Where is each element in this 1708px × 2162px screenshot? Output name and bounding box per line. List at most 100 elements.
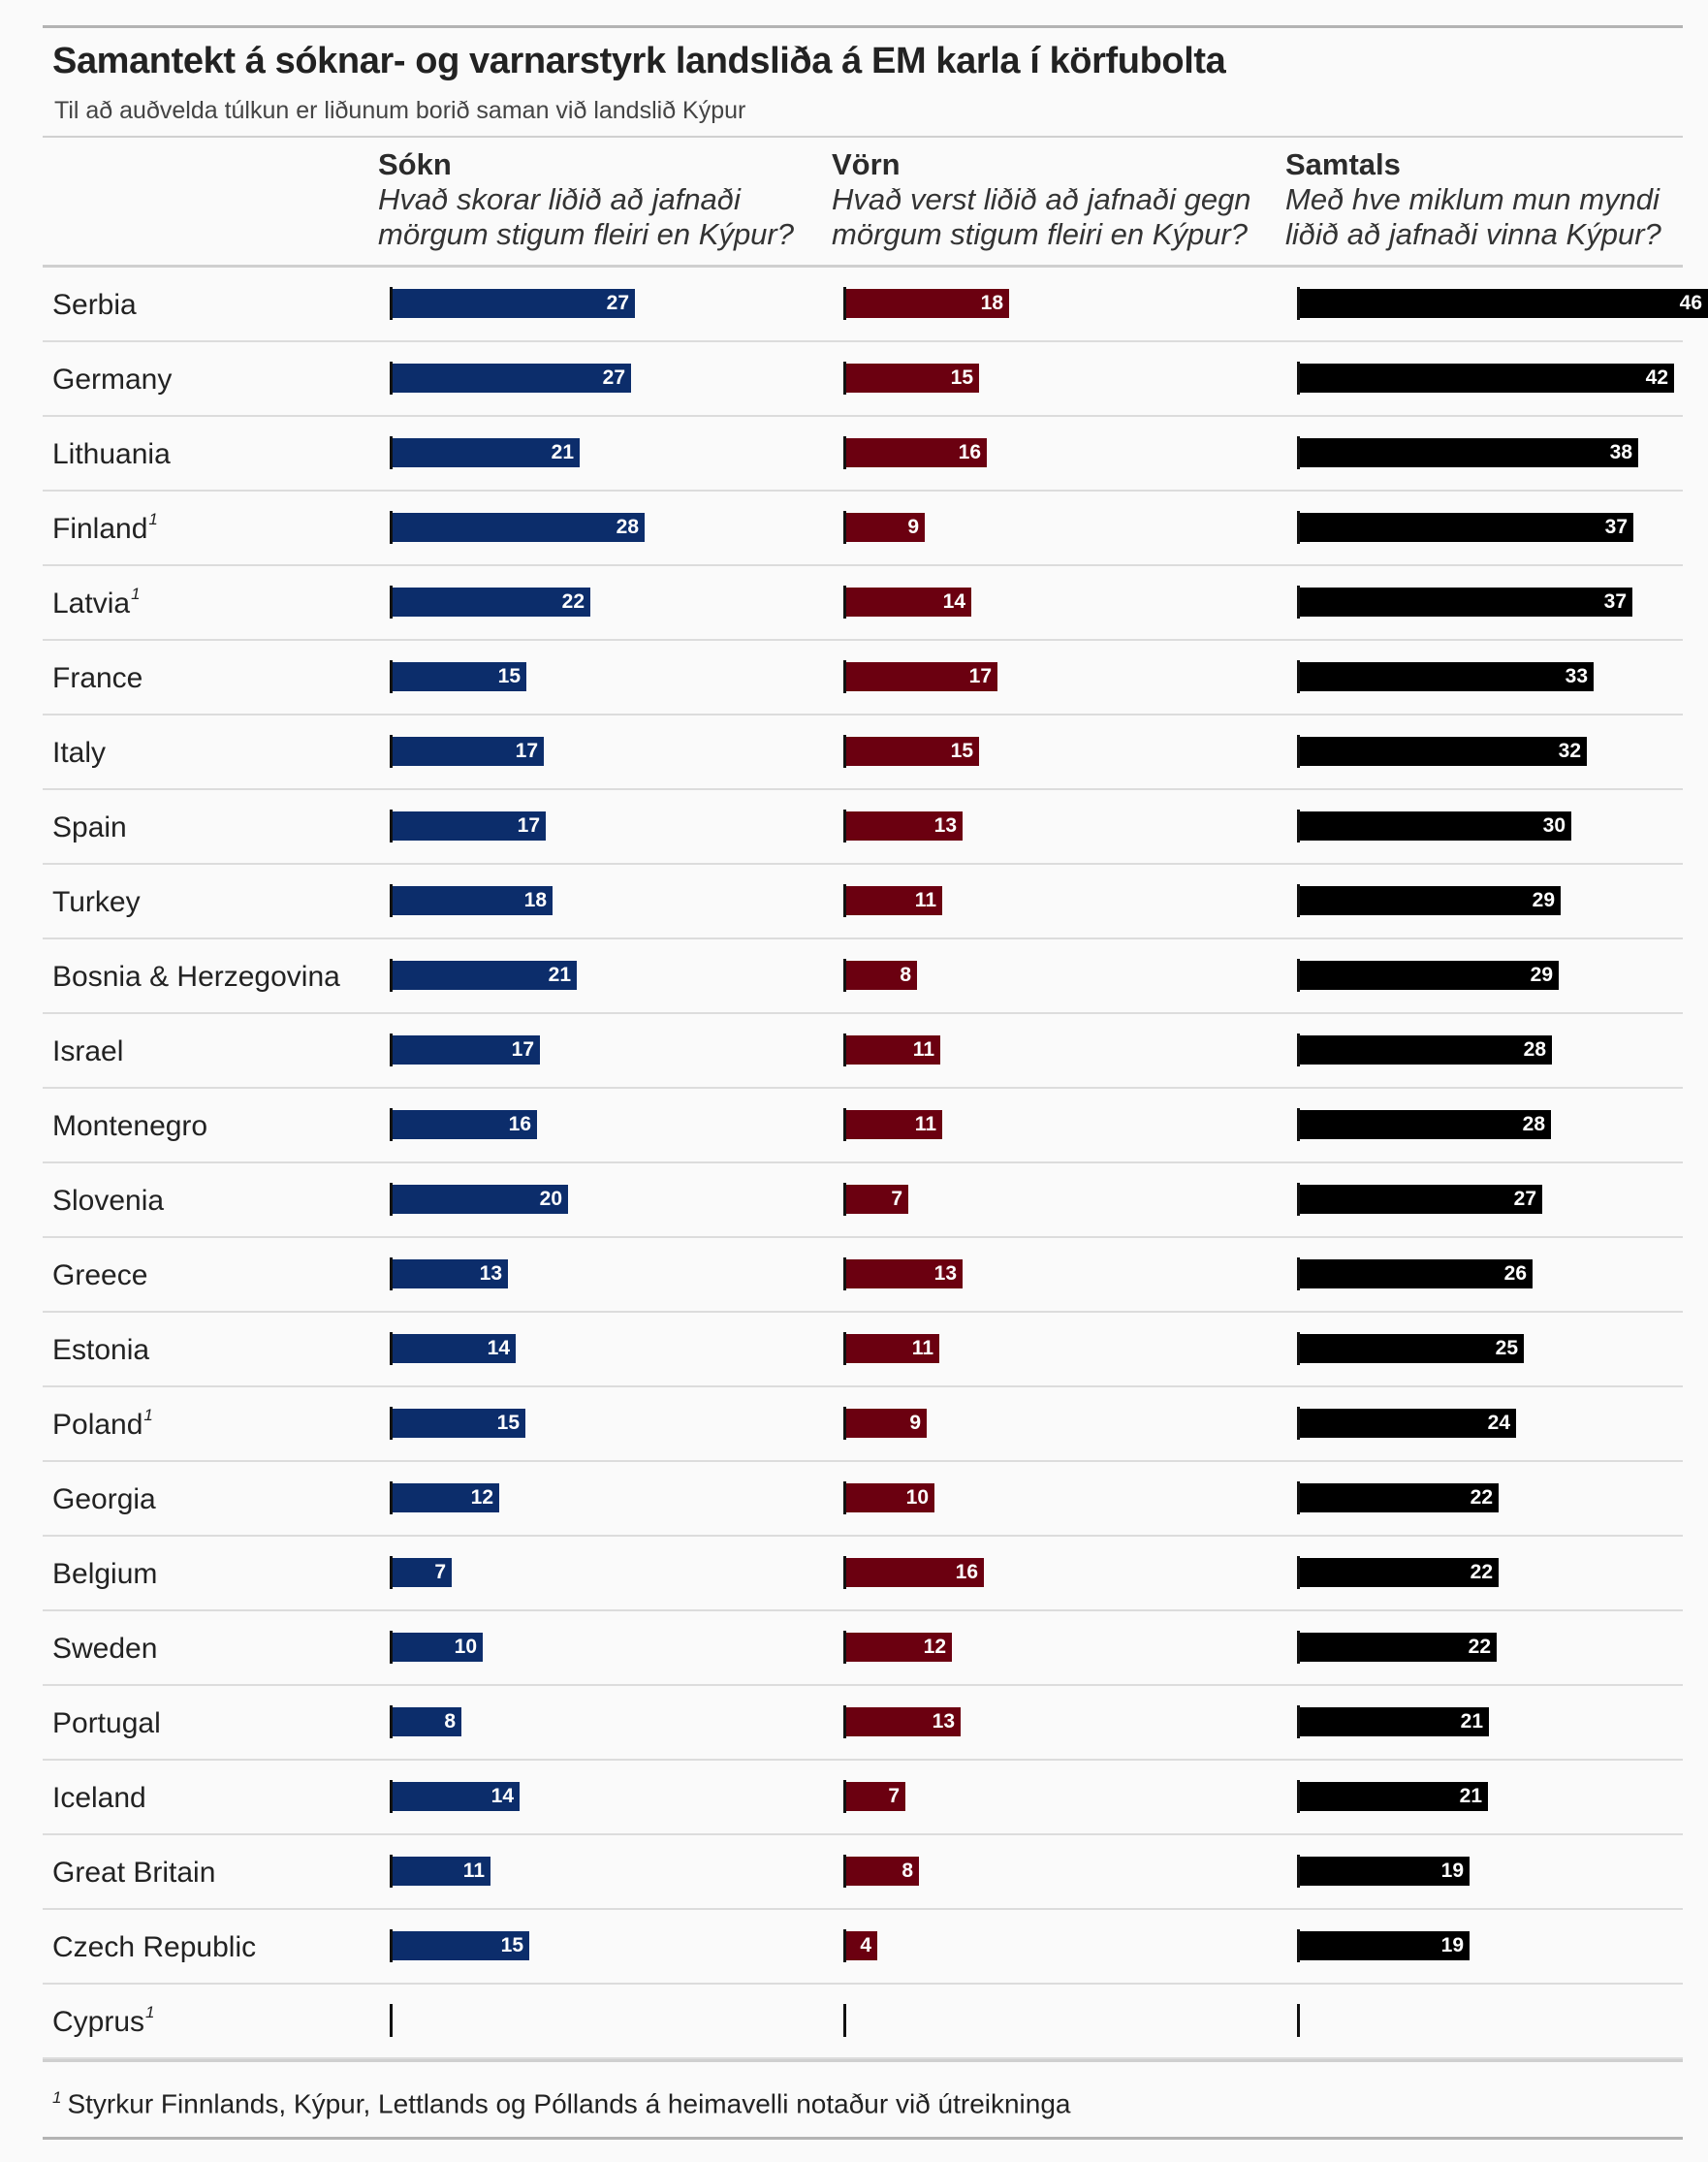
- country-name: Czech Republic: [52, 1931, 257, 1963]
- bar-sokn: [390, 1409, 525, 1438]
- bar-vorn: [843, 1707, 961, 1736]
- country-name: Finland: [52, 513, 148, 545]
- zero-axis-tick: [390, 1407, 393, 1440]
- country-label: France: [52, 662, 142, 695]
- bar-vorn: [843, 1035, 940, 1065]
- bar-samtals: [1297, 737, 1587, 766]
- country-label: Turkey: [52, 886, 141, 919]
- bar-value-label: 9: [907, 516, 919, 538]
- bar-value-label: 7: [888, 1785, 900, 1807]
- column-desc-sokn-line1: Hvað skorar liðið að jafnaði: [378, 181, 741, 216]
- column-desc-samtals-line1: Með hve miklum mun myndi: [1285, 181, 1660, 216]
- bar-vorn: [843, 1782, 905, 1811]
- zero-axis-tick: [1297, 1631, 1300, 1664]
- bar-vorn: [843, 364, 979, 393]
- bar-value-label: 21: [1459, 1785, 1482, 1807]
- chart-row: Poland1 15 9 24: [43, 1387, 1683, 1462]
- country-name: Bosnia & Herzegovina: [52, 961, 340, 993]
- bar-value-label: 21: [551, 441, 574, 463]
- bar-vorn: [843, 1110, 942, 1139]
- bar-value-label: 22: [1468, 1636, 1491, 1658]
- bar-vorn: [843, 513, 925, 542]
- chart-rows: Serbia 27 18 46 Germany 27 15 42 Lithuania 21 16 38…: [43, 268, 1708, 2059]
- country-label: Belgium: [52, 1558, 157, 1591]
- bar-value-label: 22: [1470, 1561, 1493, 1583]
- zero-axis-tick: [1297, 1855, 1300, 1888]
- bar-samtals: [1297, 364, 1674, 393]
- bar-sokn: [390, 886, 553, 915]
- zero-axis-tick: [843, 1033, 846, 1066]
- country-label: Spain: [52, 811, 127, 844]
- bar-value-label: 28: [1522, 1113, 1545, 1135]
- country-label: Iceland: [52, 1782, 146, 1815]
- country-label: Israel: [52, 1035, 123, 1068]
- bar-value-label: 15: [950, 740, 973, 762]
- bar-samtals: [1297, 961, 1559, 990]
- bar-samtals: [1297, 1259, 1533, 1288]
- zero-axis-tick: [1297, 660, 1300, 693]
- zero-axis-tick: [843, 1481, 846, 1514]
- bar-value-label: 15: [496, 1412, 520, 1434]
- bar-value-label: 10: [905, 1486, 929, 1509]
- country-label: Italy: [52, 737, 106, 770]
- country-name: Sweden: [52, 1633, 158, 1665]
- column-name-samtals: Samtals: [1285, 147, 1401, 181]
- zero-axis-tick: [390, 959, 393, 992]
- column-name-vorn: Vörn: [832, 147, 901, 181]
- bar-samtals: [1297, 1334, 1524, 1363]
- zero-axis-tick: [390, 1108, 393, 1141]
- footer-rule: [43, 2059, 1683, 2062]
- zero-axis-tick: [1297, 1929, 1300, 1962]
- bar-value-label: 27: [606, 292, 629, 314]
- country-name: Greece: [52, 1259, 148, 1291]
- bar-vorn: [843, 1483, 934, 1512]
- bar-value-label: 14: [487, 1337, 510, 1359]
- footnote-marker: 1: [148, 510, 158, 528]
- bar-sokn: [390, 1110, 537, 1139]
- bar-sokn: [390, 1633, 483, 1662]
- zero-axis-tick: [843, 511, 846, 544]
- country-label: Greece: [52, 1259, 147, 1292]
- zero-axis-tick: [390, 1556, 393, 1589]
- zero-axis-tick: [390, 1183, 393, 1216]
- country-label: Latvia1: [52, 585, 141, 620]
- bar-value-label: 29: [1530, 964, 1553, 986]
- table-header-rule: [43, 265, 1683, 268]
- zero-axis-tick: [390, 586, 393, 619]
- country-label: Estonia: [52, 1334, 149, 1367]
- bar-value-label: 17: [511, 1038, 534, 1061]
- bar-samtals: [1297, 811, 1571, 841]
- bar-vorn: [843, 811, 963, 841]
- bar-sokn: [390, 513, 645, 542]
- bar-sokn: [390, 1259, 508, 1288]
- bar-vorn: [843, 1334, 939, 1363]
- zero-axis-tick: [1297, 1780, 1300, 1813]
- zero-axis-tick: [390, 810, 393, 843]
- footnote-marker: 1: [131, 585, 141, 603]
- zero-axis-tick: [843, 1257, 846, 1290]
- country-name: Germany: [52, 364, 173, 396]
- country-name: Lithuania: [52, 438, 171, 470]
- zero-axis-tick: [1297, 884, 1300, 917]
- country-label: Montenegro: [52, 1110, 207, 1143]
- zero-axis-tick: [843, 287, 846, 320]
- bar-vorn: [843, 1633, 952, 1662]
- zero-axis-tick: [1297, 1407, 1300, 1440]
- bar-value-label: 11: [911, 1337, 933, 1359]
- country-label: Cyprus1: [52, 2003, 155, 2039]
- bar-samtals: [1297, 513, 1633, 542]
- chart-row: Slovenia 20 7 27: [43, 1163, 1683, 1238]
- bar-value-label: 7: [434, 1561, 446, 1583]
- bar-value-label: 32: [1558, 740, 1581, 762]
- zero-axis-tick: [1297, 1556, 1300, 1589]
- bar-value-label: 11: [914, 1113, 936, 1135]
- bar-value-label: 27: [1513, 1188, 1536, 1210]
- bar-samtals: [1297, 1707, 1489, 1736]
- bar-value-label: 21: [1460, 1710, 1483, 1733]
- bar-sokn: [390, 1185, 568, 1214]
- zero-axis-tick: [1297, 1033, 1300, 1066]
- bar-sokn: [390, 1483, 499, 1512]
- bar-value-label: 13: [932, 1710, 955, 1733]
- chart-row: Finland1 28 9 37: [43, 492, 1683, 566]
- bar-samtals: [1297, 1110, 1551, 1139]
